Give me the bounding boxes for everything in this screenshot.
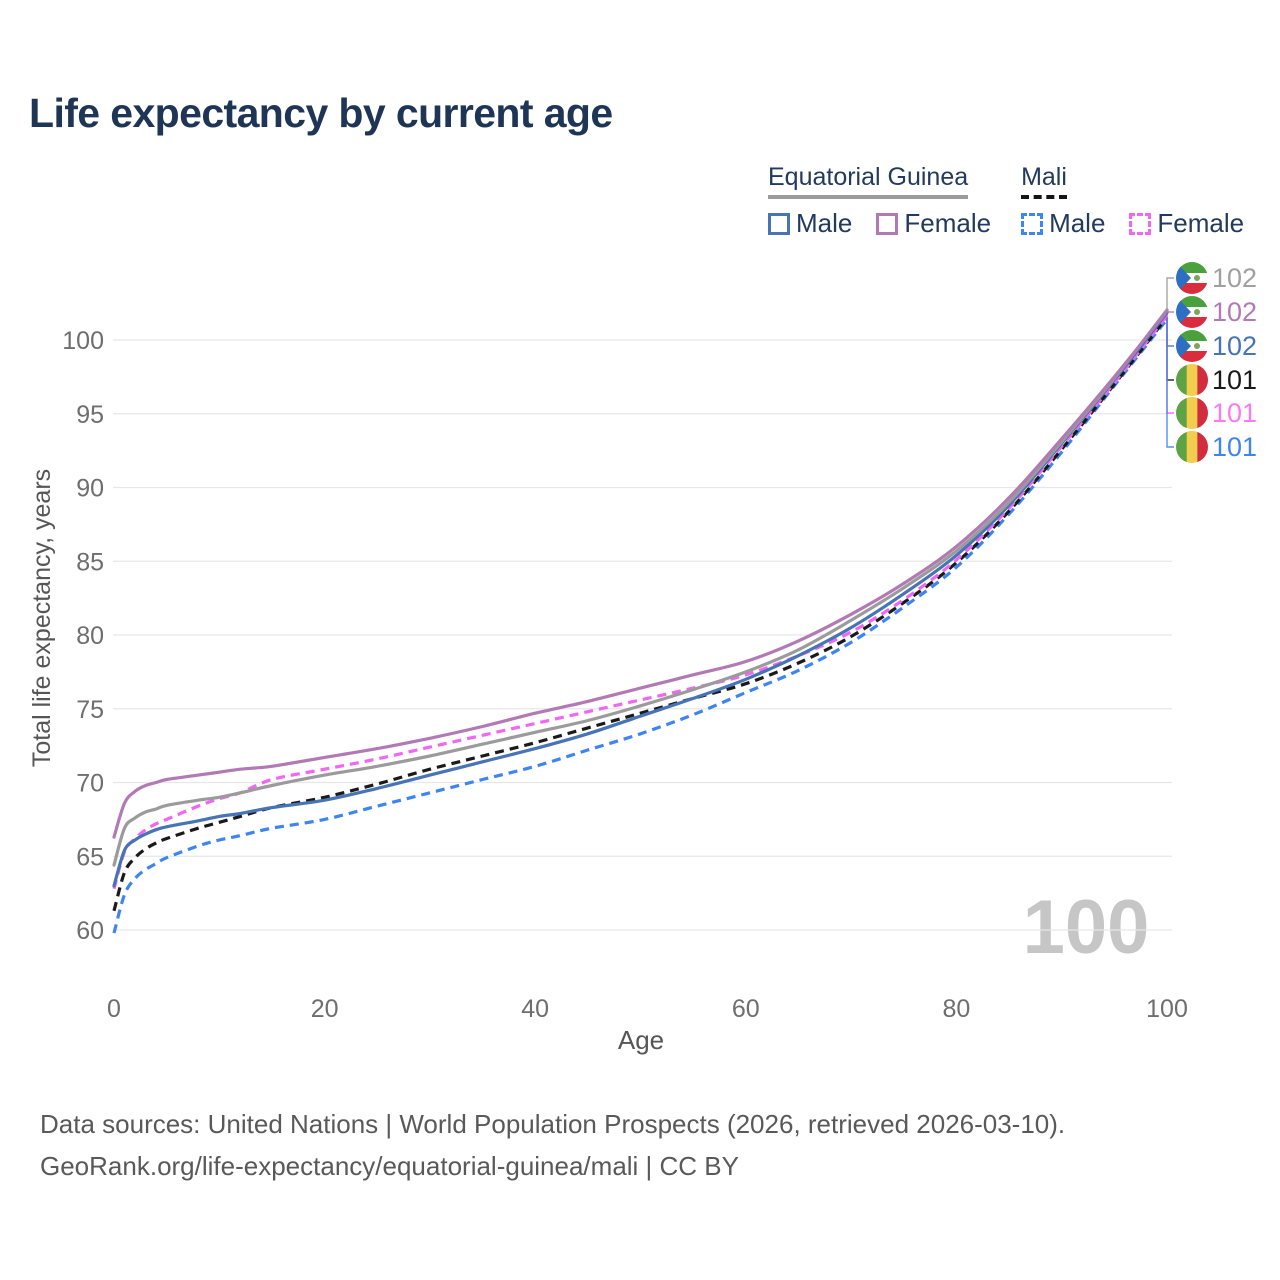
legend-item-label: Female <box>1157 208 1245 238</box>
y-tick-label: 85 <box>76 548 104 576</box>
end-value-label-eqg_female: 102 <box>1212 297 1257 327</box>
series-line-eqg_male <box>112 311 1169 888</box>
x-tick-label: 60 <box>732 995 760 1023</box>
attribution-line: GeoRank.org/life-expectancy/equatorial-g… <box>40 1151 739 1181</box>
leader-line-mali_both <box>1166 317 1174 381</box>
y-tick-label: 80 <box>76 622 104 650</box>
flag-icon-ml <box>1176 431 1208 463</box>
legend-item-mali-male[interactable]: Male <box>1021 208 1105 239</box>
legend-item-eqg-male[interactable]: Male <box>768 208 852 239</box>
series-line-mali_both <box>112 316 1169 912</box>
x-tick-label: 0 <box>107 995 121 1023</box>
series-line-eqg_both <box>112 308 1169 867</box>
end-value-label-mali_both: 101 <box>1212 365 1257 395</box>
leader-line-eqg_male <box>1166 312 1174 347</box>
y-tick-label: 95 <box>76 401 104 429</box>
flag-icon-ml <box>1176 364 1208 396</box>
end-value-label-mali_female: 101 <box>1212 398 1257 428</box>
leader-line-eqg_female <box>1166 311 1174 313</box>
end-value-label-mali_male: 101 <box>1212 432 1257 462</box>
y-tick-label: 90 <box>76 475 104 503</box>
y-tick-label: 60 <box>76 917 104 945</box>
series-line-mali_male <box>112 318 1169 934</box>
legend-item-eqg-female[interactable]: Female <box>876 208 991 239</box>
y-axis-title: Total life expectancy, years <box>28 469 56 767</box>
legend-group-equatorial-guinea: Equatorial Guinea Male Female <box>768 163 991 239</box>
y-tick-label: 70 <box>76 770 104 798</box>
footer: Data sources: United Nations | World Pop… <box>40 1103 1065 1187</box>
x-tick-label: 80 <box>942 995 970 1023</box>
y-tick-label: 65 <box>76 843 104 871</box>
legend-item-label: Male <box>1049 208 1106 238</box>
solid-line-swatch-icon <box>876 212 899 235</box>
dashed-line-swatch-icon <box>1129 212 1152 235</box>
x-tick-label: 40 <box>521 995 549 1023</box>
leader-line-mali_female <box>1166 315 1174 414</box>
x-axis-title: Age <box>618 1025 664 1055</box>
series-line-mali_female <box>112 314 1169 890</box>
legend-item-mali-female[interactable]: Female <box>1129 208 1244 239</box>
x-tick-label: 100 <box>1146 995 1188 1023</box>
leader-line-eqg_both <box>1166 277 1174 310</box>
y-tick-label: 100 <box>62 327 104 355</box>
data-sources-line: Data sources: United Nations | World Pop… <box>40 1109 1066 1139</box>
flag-icon-gq <box>1176 262 1208 294</box>
legend-item-label: Male <box>796 208 853 238</box>
end-value-label-eqg_male: 102 <box>1212 331 1257 361</box>
chart-legend: Equatorial Guinea Male Female Mali Male … <box>768 163 1244 239</box>
end-value-label-eqg_both: 102 <box>1212 263 1257 293</box>
legend-heading-mali: Mali <box>1021 163 1067 199</box>
watermark-100: 100 <box>1023 885 1150 970</box>
legend-group-mali: Mali Male Female <box>1021 163 1244 239</box>
dashed-line-swatch-icon <box>1021 212 1044 235</box>
solid-line-swatch-icon <box>768 212 790 235</box>
legend-heading-equatorial-guinea: Equatorial Guinea <box>768 163 969 199</box>
flag-icon-gq <box>1176 296 1208 328</box>
flag-icon-ml <box>1176 397 1208 429</box>
x-tick-label: 20 <box>311 995 339 1023</box>
leader-line-mali_male <box>1166 319 1174 448</box>
series-line-eqg_female <box>112 309 1169 839</box>
legend-item-label: Female <box>904 208 992 238</box>
y-tick-label: 75 <box>76 696 104 724</box>
page-title: Life expectancy by current age <box>29 90 613 136</box>
flag-icon-gq <box>1176 330 1208 362</box>
